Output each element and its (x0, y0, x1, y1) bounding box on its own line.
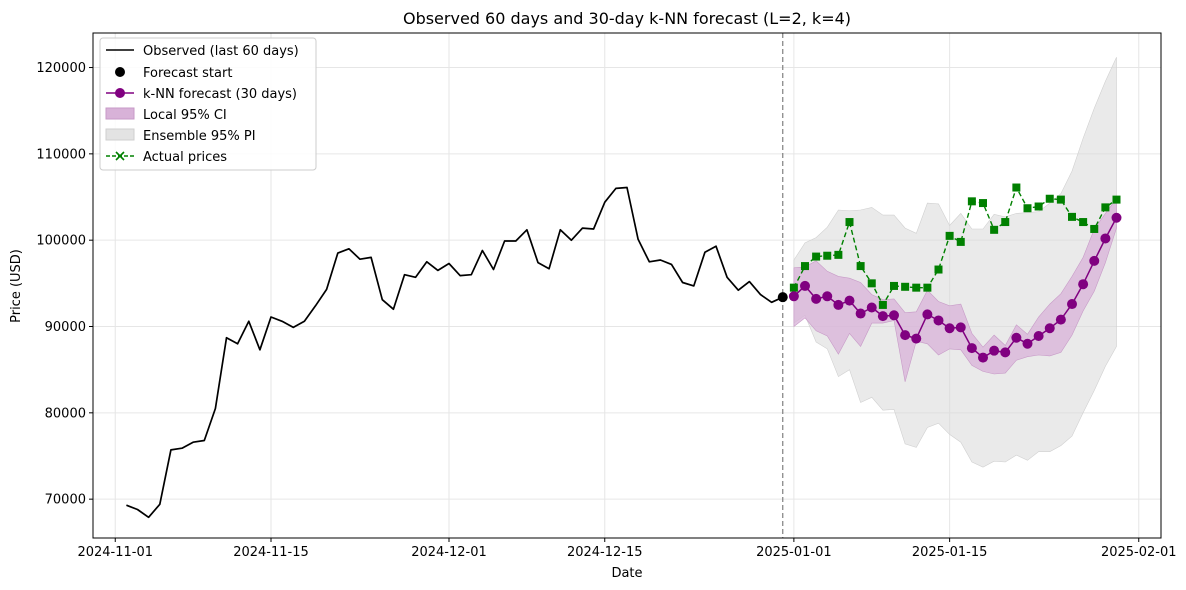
forecast-point (788, 291, 799, 302)
forecast-point (1067, 299, 1077, 310)
legend-local-ci-label: Local 95% CI (143, 108, 227, 123)
forecast-point (1078, 279, 1089, 290)
actual-point (1068, 212, 1076, 221)
actual-point (845, 218, 854, 227)
x-axis-label: Date (611, 566, 642, 581)
forecast-point (1011, 332, 1022, 343)
plot-area-frame (92, 32, 1162, 539)
actual-point (789, 283, 798, 292)
legend-forecast-start-swatch (115, 67, 125, 77)
legend-forecast-swatch-marker (115, 88, 125, 98)
actual-point (856, 262, 865, 271)
x-tick-label: 2025-01-01 (756, 545, 832, 560)
chart-title: Observed 60 days and 30-day k-NN forecas… (403, 9, 851, 28)
forecast-point (866, 302, 877, 313)
actual-point (823, 251, 832, 260)
y-tick-label: 80000 (45, 406, 86, 421)
y-axis-label: Price (USD) (9, 249, 24, 323)
forecast-point (1055, 314, 1066, 325)
actual-point (1012, 183, 1021, 192)
forecast-start-point (777, 292, 788, 303)
forecast-point (1022, 338, 1033, 349)
actual-point (1101, 203, 1110, 212)
actual-point (1056, 195, 1065, 204)
actual-point (934, 265, 943, 274)
actual-point (1001, 218, 1010, 227)
forecast-point (1111, 212, 1122, 223)
forecast-point (955, 322, 966, 333)
actual-point (1090, 224, 1099, 233)
actual-point (801, 262, 809, 271)
y-tick-label: 100000 (36, 234, 86, 249)
actual-point (1045, 194, 1054, 203)
actual-point (979, 199, 987, 208)
forecast-point (877, 311, 888, 322)
forecast-point (1033, 331, 1044, 341)
x-tick-label: 2025-01-15 (912, 545, 988, 560)
series-markers (777, 183, 1122, 363)
forecast-point (844, 295, 855, 306)
x-tick-label: 2024-11-15 (233, 545, 309, 560)
legend-local-ci-swatch (105, 107, 135, 120)
forecast-point (922, 309, 933, 320)
actual-point (1112, 195, 1121, 204)
y-tick-label: 110000 (36, 147, 86, 162)
forecast-point (889, 310, 899, 321)
forecast-point (944, 323, 955, 334)
actual-point (1034, 202, 1043, 211)
actual-point (834, 250, 843, 259)
axis-ticks: 2024-11-01 2024-11-15 2024-12-01 2024-12-15… (36, 61, 1176, 560)
forecast-point (855, 308, 866, 319)
actual-point (890, 281, 898, 290)
forecast-point (800, 280, 810, 291)
forecast-point (1100, 233, 1111, 244)
legend-box (99, 37, 317, 171)
legend: Observed (last 60 days) Forecast start k… (99, 37, 317, 171)
forecast-point (966, 343, 977, 354)
forecast-point (833, 299, 844, 310)
x-tick-label: 2024-12-15 (567, 545, 643, 560)
actual-point (912, 283, 921, 292)
legend-ensemble-pi-label: Ensemble 95% PI (143, 129, 256, 144)
forecast-point (1000, 347, 1011, 358)
forecast-point (900, 330, 911, 341)
forecast-point (822, 291, 833, 302)
actual-point (867, 279, 876, 288)
actual-point (956, 237, 965, 246)
actual-point (1023, 204, 1032, 213)
forecast-point (911, 333, 922, 344)
forecast-point (989, 345, 1000, 356)
actual-point (1079, 218, 1088, 227)
forecast-point (811, 293, 822, 304)
y-tick-label: 120000 (36, 61, 86, 76)
actual-point (878, 300, 887, 309)
legend-actual-swatch-marker (115, 151, 125, 161)
forecast-point (933, 315, 944, 326)
legend-observed-label: Observed (last 60 days) (143, 44, 299, 59)
legend-actual-label: Actual prices (143, 150, 227, 165)
actual-point (990, 225, 999, 234)
y-tick-label: 90000 (45, 320, 86, 335)
actual-point (945, 231, 954, 240)
actual-point (812, 252, 821, 261)
actual-point (901, 282, 910, 291)
forecast-point (978, 352, 988, 363)
x-tick-label: 2025-02-01 (1101, 545, 1177, 560)
legend-ensemble-pi-swatch (105, 128, 135, 141)
bands (793, 57, 1117, 468)
actual-point (967, 197, 976, 206)
ensemble-pi-band (793, 57, 1117, 468)
actual-point (923, 283, 932, 292)
forecast-point (1089, 255, 1100, 266)
legend-forecast-label: k-NN forecast (30 days) (143, 87, 297, 102)
legend-forecast-start-label: Forecast start (143, 66, 232, 81)
x-tick-label: 2024-12-01 (411, 545, 487, 560)
y-tick-label: 70000 (45, 493, 86, 508)
observed-line (126, 186, 784, 519)
x-tick-label: 2024-11-01 (77, 545, 153, 560)
forecast-point (1044, 323, 1055, 334)
